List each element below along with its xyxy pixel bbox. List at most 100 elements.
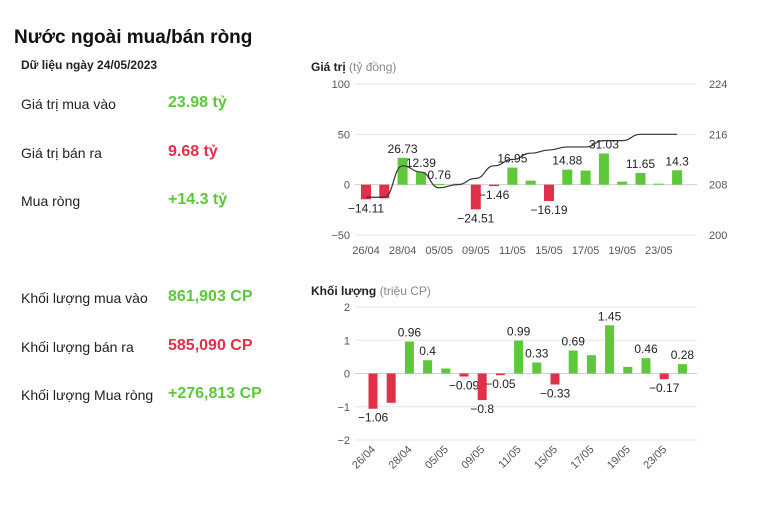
stat-label: Khối lượng mua vào (21, 290, 148, 306)
value-data-label: −1.46 (479, 188, 510, 202)
value-y-tick-label: 0 (344, 180, 350, 192)
value-x-tick-label: 26/04 (352, 245, 380, 257)
volume-chart-title: Khối lượng (triệu CP) (311, 284, 431, 298)
volume-data-label: 0.28 (671, 348, 695, 362)
value-bar (598, 153, 609, 185)
volume-x-tick-label: 11/05 (496, 444, 523, 471)
stat-label: Giá trị mua vào (21, 96, 116, 112)
volume-bar (623, 366, 633, 374)
stat-label: Khối lượng Mua ròng (21, 387, 154, 403)
value-bar (544, 184, 554, 201)
volume-bar (441, 368, 451, 374)
volume-y-tick-label: −2 (337, 435, 350, 447)
volume-x-tick-label: 23/05 (641, 444, 669, 472)
stat-sell-volume: Khối lượng bán ra 585,090 CP (21, 335, 301, 359)
value-bar (470, 184, 481, 210)
stat-label: Giá trị bán ra (21, 145, 102, 161)
value-bar (415, 172, 426, 185)
volume-bar (386, 373, 396, 403)
value-x-tick-label: 11/05 (499, 245, 526, 257)
volume-data-label: −0.8 (470, 402, 494, 416)
volume-bar (586, 355, 596, 374)
value-data-label: 14.88 (552, 154, 582, 168)
stat-buy-value: Giá trị mua vào 23.98 tỷ (21, 92, 301, 116)
value-x-tick-label: 09/05 (462, 245, 490, 257)
value-chart-title: Giá trị (tỷ đồng) (311, 60, 396, 74)
volume-data-label: −0.17 (649, 381, 680, 395)
value-x-tick-label: 19/05 (608, 245, 636, 257)
value-chart-unit: (tỷ đồng) (349, 60, 397, 74)
volume-x-tick-label: 26/04 (350, 444, 378, 472)
stat-sell-value: Giá trị bán ra 9.68 tỷ (21, 141, 301, 165)
volume-bar (368, 373, 378, 409)
volume-x-tick-label: 17/05 (569, 444, 597, 472)
value-bar (361, 184, 371, 200)
volume-bar (459, 373, 469, 377)
stat-value: 585,090 CP (168, 337, 253, 354)
volume-y-tick-label: 1 (344, 335, 350, 347)
value-y-tick-label: 50 (338, 129, 350, 141)
value-y2-tick-label: 200 (709, 230, 727, 242)
value-bar (562, 169, 573, 185)
volume-data-label: −0.33 (540, 386, 571, 400)
volume-bar (532, 362, 542, 374)
value-bar (489, 184, 500, 187)
value-data-label: −14.11 (348, 201, 384, 215)
value-line-series (365, 133, 678, 198)
value-bar (507, 167, 518, 185)
stat-value: +14.3 tỷ (168, 191, 228, 208)
volume-data-label: 1.45 (598, 309, 622, 323)
volume-bar (495, 373, 505, 376)
value-bar (672, 170, 683, 185)
volume-chart-unit: (triệu CP) (379, 284, 431, 298)
volume-data-label: −0.05 (485, 377, 516, 391)
value-bar (379, 184, 390, 199)
value-y2-tick-label: 216 (709, 129, 727, 141)
stat-value: +276,813 CP (168, 385, 262, 402)
value-data-label: 26.73 (388, 142, 418, 156)
volume-bar (659, 373, 669, 380)
volume-bar (641, 358, 651, 374)
value-x-tick-label: 23/05 (645, 245, 673, 257)
volume-y-tick-label: 0 (344, 369, 350, 381)
volume-bar (514, 340, 524, 374)
volume-data-label: −1.06 (358, 411, 389, 425)
value-data-label: 0.76 (428, 168, 452, 182)
volume-chart-title-text: Khối lượng (311, 284, 377, 298)
stat-buy-volume: Khối lượng mua vào 861,903 CP (21, 286, 301, 310)
value-bar (397, 157, 408, 185)
volume-data-label: 0.99 (507, 325, 531, 339)
stat-label: Mua ròng (21, 193, 81, 209)
volume-y-tick-label: −1 (337, 402, 350, 414)
value-y2-tick-label: 208 (709, 180, 727, 192)
volume-y-tick-label: 2 (344, 302, 350, 314)
value-data-label: −16.19 (530, 203, 567, 217)
volume-data-label: −0.09 (449, 378, 480, 392)
value-y-tick-label: −50 (331, 230, 350, 242)
stat-value: 23.98 tỷ (168, 94, 227, 111)
volume-x-tick-label: 19/05 (605, 444, 633, 472)
value-x-tick-label: 28/04 (389, 245, 417, 257)
value-bar (525, 180, 536, 185)
volume-data-label: 0.4 (419, 344, 436, 358)
stat-value: 9.68 tỷ (168, 143, 218, 160)
value-data-label: −24.51 (457, 211, 494, 225)
value-bar (653, 183, 664, 185)
volume-x-tick-label: 28/04 (387, 444, 415, 472)
value-y-tick-label: 100 (332, 79, 350, 91)
data-date: Dữ liệu ngày 24/05/2023 (21, 58, 158, 72)
volume-data-label: 0.33 (525, 347, 549, 361)
value-bar (635, 172, 646, 185)
volume-x-tick-label: 15/05 (532, 444, 560, 472)
stat-value: 861,903 CP (168, 288, 253, 305)
volume-bar (477, 373, 487, 401)
volume-data-label: 0.96 (398, 326, 422, 340)
volume-bar (423, 360, 433, 374)
value-bar (580, 170, 591, 185)
value-bar (434, 183, 445, 185)
value-y2-tick-label: 224 (709, 79, 727, 91)
value-bar (617, 181, 628, 185)
value-x-tick-label: 17/05 (572, 245, 600, 257)
volume-bar (677, 364, 687, 374)
